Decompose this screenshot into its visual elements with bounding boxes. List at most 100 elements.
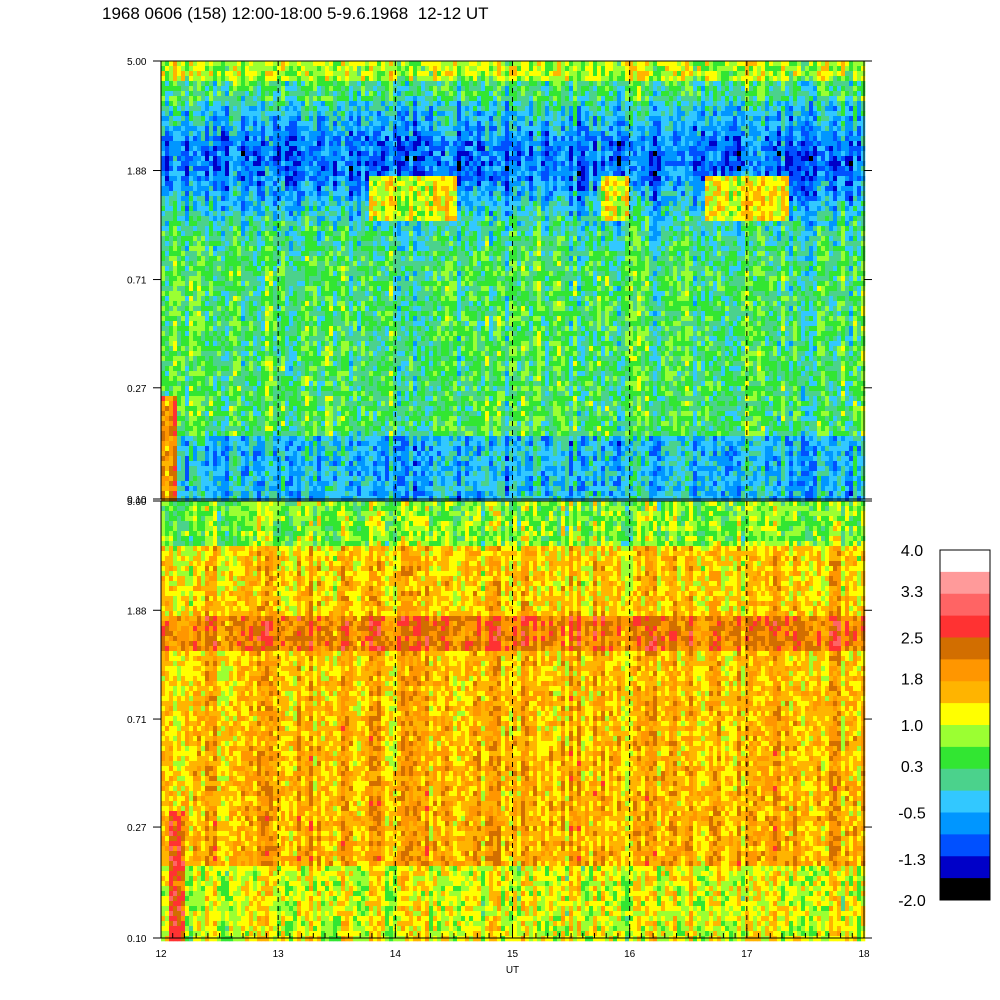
heatmap-cell [817, 176, 822, 182]
heatmap-cell [501, 86, 506, 92]
heatmap-cell [185, 71, 190, 77]
heatmap-cell [349, 166, 354, 172]
heatmap-cell [349, 71, 354, 77]
heatmap-cell [641, 76, 646, 82]
heatmap-cell [249, 166, 254, 172]
heatmap-cell [477, 86, 482, 92]
heatmap-cell [485, 146, 490, 152]
heatmap-cell [349, 66, 354, 72]
heatmap-cell [357, 106, 362, 112]
heatmap-cell [417, 151, 422, 157]
heatmap-cell [701, 166, 706, 172]
heatmap-cell [389, 111, 394, 117]
heatmap-cell [841, 171, 846, 177]
heatmap-cell [197, 171, 202, 177]
heatmap-cell [277, 131, 282, 137]
heatmap-cell [401, 201, 406, 207]
heatmap-cell [721, 196, 726, 202]
heatmap-cell [717, 121, 722, 127]
heatmap-cell [341, 146, 346, 152]
heatmap-cell [689, 71, 694, 77]
heatmap-cell [553, 116, 558, 122]
heatmap-cell [277, 81, 282, 87]
heatmap-cell [341, 136, 346, 142]
heatmap-cell [709, 141, 714, 147]
heatmap-cell [169, 191, 174, 197]
heatmap-cell [217, 156, 222, 162]
heatmap-cell [629, 126, 634, 132]
heatmap-cell [729, 151, 734, 157]
heatmap-cell [337, 106, 342, 112]
heatmap-cell [593, 171, 598, 177]
heatmap-cell [541, 186, 546, 192]
heatmap-cell [773, 106, 778, 112]
heatmap-cell [497, 121, 502, 127]
heatmap-cell [705, 96, 710, 102]
heatmap-cell [721, 186, 726, 192]
heatmap-cell [773, 171, 778, 177]
heatmap-cell [621, 101, 626, 107]
heatmap-cell [229, 161, 234, 167]
heatmap-cell [281, 201, 286, 207]
heatmap-cell [289, 76, 294, 82]
heatmap-cell [717, 166, 722, 172]
heatmap-cell [825, 91, 830, 97]
heatmap-cell [801, 176, 806, 182]
heatmap-cell [733, 121, 738, 127]
heatmap-cell [833, 181, 838, 187]
heatmap-cell [373, 96, 378, 102]
heatmap-cell [205, 111, 210, 117]
heatmap-cell [677, 191, 682, 197]
heatmap-cell [321, 181, 326, 187]
heatmap-cell [453, 131, 458, 137]
heatmap-cell [377, 196, 382, 202]
heatmap-cell [557, 141, 562, 147]
heatmap-cell [817, 121, 822, 127]
heatmap-cell [649, 71, 654, 77]
heatmap-cell [205, 101, 210, 107]
heatmap-cell [465, 176, 470, 182]
heatmap-cell [553, 171, 558, 177]
heatmap-cell [609, 141, 614, 147]
heatmap-cell [701, 116, 706, 122]
heatmap-cell [753, 131, 758, 137]
heatmap-cell [217, 121, 222, 127]
heatmap-cell [693, 191, 698, 197]
heatmap-cell [297, 96, 302, 102]
heatmap-cell [177, 141, 182, 147]
heatmap-cell [741, 166, 746, 172]
heatmap-cell [449, 176, 454, 182]
heatmap-cell [849, 156, 854, 162]
heatmap-cell [245, 146, 250, 152]
heatmap-cell [817, 196, 822, 202]
heatmap-cell [237, 151, 242, 157]
heatmap-cell [597, 61, 602, 67]
heatmap-cell [461, 146, 466, 152]
heatmap-cell [733, 126, 738, 132]
heatmap-cell [845, 191, 850, 197]
heatmap-cell [561, 191, 566, 197]
heatmap-cell [609, 106, 614, 112]
heatmap-cell [309, 166, 314, 172]
heatmap-cell [565, 76, 570, 82]
heatmap-cell [369, 96, 374, 102]
heatmap-cell [789, 181, 794, 187]
heatmap-cell [181, 96, 186, 102]
heatmap-cell [185, 191, 190, 197]
heatmap-cell [169, 66, 174, 72]
heatmap-cell [437, 76, 442, 82]
heatmap-cell [861, 96, 866, 102]
heatmap-cell [229, 106, 234, 112]
heatmap-cell [293, 61, 298, 67]
heatmap-cell [561, 121, 566, 127]
heatmap-cell [477, 71, 482, 77]
heatmap-cell [465, 61, 470, 67]
heatmap-cell [777, 146, 782, 152]
heatmap-cell [461, 126, 466, 132]
heatmap-cell [741, 196, 746, 202]
heatmap-cell [717, 86, 722, 92]
heatmap-cell [417, 131, 422, 137]
heatmap-cell [753, 181, 758, 187]
heatmap-cell [241, 136, 246, 142]
heatmap-cell [277, 166, 282, 172]
